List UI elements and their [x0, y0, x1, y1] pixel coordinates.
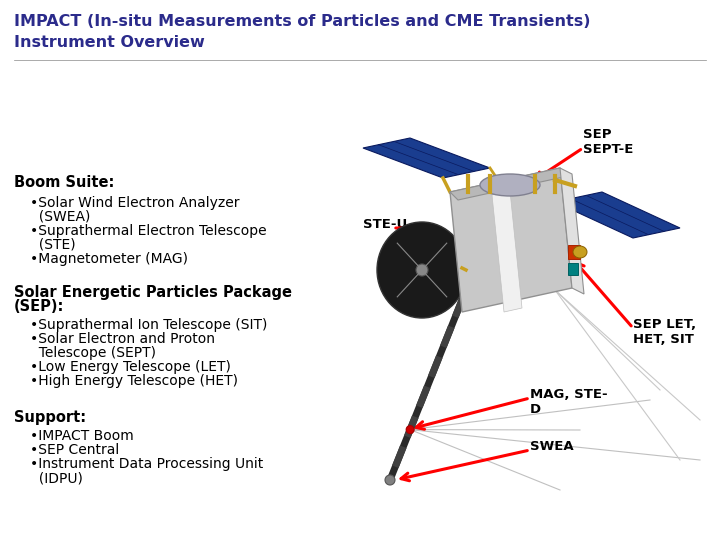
Text: •Instrument Data Processing Unit: •Instrument Data Processing Unit: [30, 457, 264, 471]
Text: •Suprathermal Electron Telescope: •Suprathermal Electron Telescope: [30, 224, 266, 238]
Polygon shape: [363, 138, 490, 178]
Text: SWEA: SWEA: [530, 440, 574, 453]
Text: •Solar Electron and Proton: •Solar Electron and Proton: [30, 332, 215, 346]
Text: •Solar Wind Electron Analyzer: •Solar Wind Electron Analyzer: [30, 196, 240, 210]
Text: IMPACT (In-situ Measurements of Particles and CME Transients): IMPACT (In-situ Measurements of Particle…: [14, 14, 590, 29]
Text: SEP LET,
HET, SIT: SEP LET, HET, SIT: [633, 318, 696, 346]
Text: Instrument Overview: Instrument Overview: [14, 35, 204, 50]
Polygon shape: [560, 168, 584, 294]
Text: SEP
SEPT-E: SEP SEPT-E: [583, 128, 634, 156]
Text: Solar Energetic Particles Package: Solar Energetic Particles Package: [14, 285, 292, 300]
Polygon shape: [450, 168, 568, 200]
Text: Support:: Support:: [14, 410, 86, 425]
Circle shape: [406, 426, 414, 434]
Text: (STE): (STE): [30, 238, 76, 252]
Text: Telescope (SEPT): Telescope (SEPT): [30, 346, 156, 360]
Bar: [568, 245, 580, 259]
Text: STE-U: STE-U: [363, 218, 408, 231]
Ellipse shape: [480, 174, 540, 196]
Text: •Low Energy Telescope (LET): •Low Energy Telescope (LET): [30, 360, 231, 374]
Text: •IMPACT Boom: •IMPACT Boom: [30, 429, 134, 443]
Circle shape: [416, 264, 428, 276]
Text: •High Energy Telescope (HET): •High Energy Telescope (HET): [30, 374, 238, 388]
Text: Boom Suite:: Boom Suite:: [14, 175, 114, 190]
Ellipse shape: [377, 222, 467, 318]
Polygon shape: [450, 168, 572, 312]
Text: MAG, STE-
D: MAG, STE- D: [530, 388, 608, 416]
Polygon shape: [555, 192, 680, 238]
Text: •Suprathermal Ion Telescope (SIT): •Suprathermal Ion Telescope (SIT): [30, 318, 267, 332]
Circle shape: [385, 475, 395, 485]
Ellipse shape: [573, 246, 587, 258]
Text: (IDPU): (IDPU): [30, 471, 83, 485]
Text: •Magnetometer (MAG): •Magnetometer (MAG): [30, 252, 188, 266]
Text: (SWEA): (SWEA): [30, 210, 91, 224]
Polygon shape: [492, 191, 522, 312]
Bar: [568, 263, 578, 275]
Text: (SEP):: (SEP):: [14, 299, 64, 314]
Text: •SEP Central: •SEP Central: [30, 443, 120, 457]
